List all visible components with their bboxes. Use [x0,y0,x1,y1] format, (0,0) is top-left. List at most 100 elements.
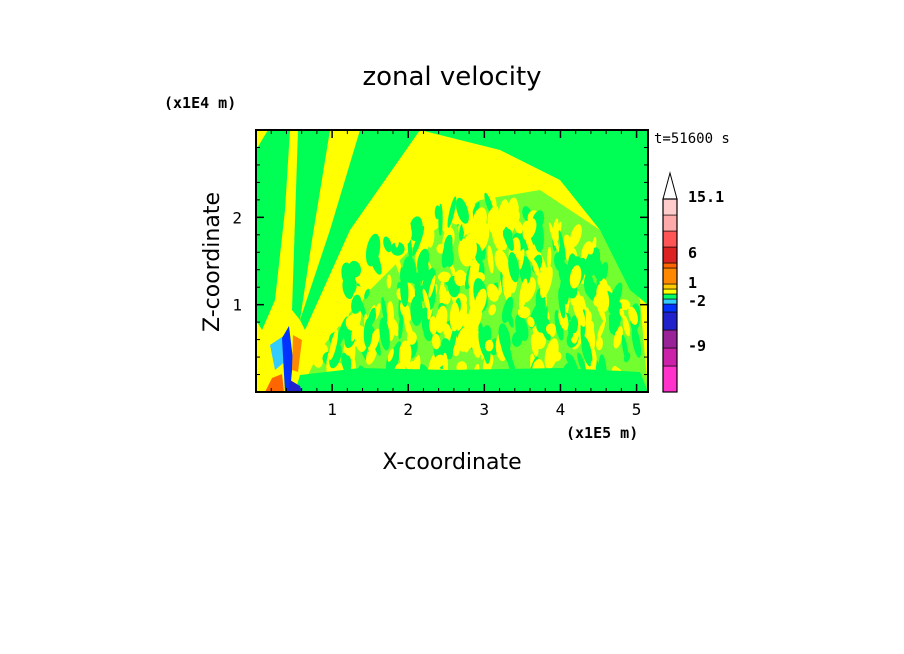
field-speckle [596,283,610,312]
field-speckle [329,329,339,360]
field-speckle [572,298,586,327]
field-speckle [444,290,451,305]
field-speckle [487,205,499,228]
field-speckle [553,218,559,237]
colorbar-bin [662,267,678,285]
colorbar-bin [662,347,678,367]
field-speckle [569,224,582,248]
field-speckles [309,192,642,392]
field-speckle [435,305,448,334]
field-speckle [565,352,572,364]
field-speckle [488,304,497,316]
time-label: t=51600 s [654,131,730,147]
field-speckle [558,287,566,319]
y-scale-label: (x1E4 m) [164,94,236,112]
field-speckle [431,333,441,350]
field-speckle [309,340,324,368]
colorbar: 15.1 6 1-2 -9 [662,171,724,393]
feature-orange-base [265,374,284,392]
field-speckle [462,313,473,329]
colorbar-bin [662,283,678,290]
colorbar-label: -2 [688,292,706,310]
x-tick-label: 2 [403,400,413,419]
field-speckle [608,282,623,314]
feature-blue-base [288,380,302,392]
x-scale-label: (x1E5 m) [566,424,638,442]
field-speckle [588,320,595,332]
field-speckle [383,236,392,253]
field-speckle [390,241,405,256]
field-speckle [461,332,474,349]
x-tick-label: 5 [632,400,642,419]
colorbar-label: -9 [688,337,706,355]
field-speckle [583,273,595,297]
field-speckle [494,249,509,273]
field-speckle [497,199,510,232]
field-speckle [398,222,412,245]
field-speckle [474,288,487,314]
field-speckle [560,269,569,286]
field-speckle [454,269,467,287]
plot-frame [255,129,649,393]
field-speckle [386,274,392,289]
x-axis-label: X-coordinate [382,450,521,475]
field-speckle [547,246,552,269]
field-speckle [484,339,494,352]
colorbar-bin [662,329,678,349]
colorbar-label: 6 [688,244,697,262]
field-speckle [532,259,540,277]
field-speckle [500,336,513,365]
field-speckle [412,225,425,257]
field-speckle [619,308,625,319]
field-green-region-right [420,130,648,305]
colorbar-extend-arrow [662,171,678,200]
field-speckle [572,256,582,267]
field-speckle [541,305,548,337]
field-speckle [513,219,523,234]
field-speckle [543,267,551,287]
colorbar-bin [662,288,678,295]
field-speckle [449,262,456,277]
field-speckle [518,248,525,270]
field-speckle [437,271,451,283]
field-speckle [427,227,435,248]
field-speckle [581,335,593,367]
colorbar-bin [662,198,678,216]
colorbar-bin [662,311,678,331]
field-speckle [447,196,457,228]
colorbar-bin [662,298,678,305]
field-speckle [455,197,469,224]
axes: 1 2 3 4 5 1 2 [232,130,648,419]
field-speckle [404,317,415,344]
colorbar-bin [662,303,678,313]
field-speckle [389,341,402,370]
chart-title: zonal velocity [362,62,541,92]
field-speckle [508,252,520,283]
field-speckle [511,331,523,347]
colorbar-bin [662,262,678,269]
field-speckle [428,275,436,298]
field-green-band-mid [292,130,330,320]
field-speckle [398,340,412,368]
y-tick-label: 2 [232,208,242,227]
field-green-band-right [300,130,420,330]
colorbar-bin [662,365,678,393]
field-speckle [591,258,601,271]
field-speckle [502,266,513,301]
field-speckle [548,222,560,252]
field-speckle [384,251,390,263]
field-speckle [316,325,324,338]
colorbar-frame [662,198,678,393]
colorbar-bin [662,246,678,264]
field-speckle [631,325,642,358]
field-speckle [622,315,631,337]
field-speckle [379,317,390,351]
field-speckle [351,294,362,314]
field-speckle [434,354,445,368]
field-speckle [364,288,370,300]
field-speckle [554,252,565,272]
field-speckle [381,296,388,324]
x-tick-label: 4 [556,400,566,419]
field-speckle [597,321,606,339]
